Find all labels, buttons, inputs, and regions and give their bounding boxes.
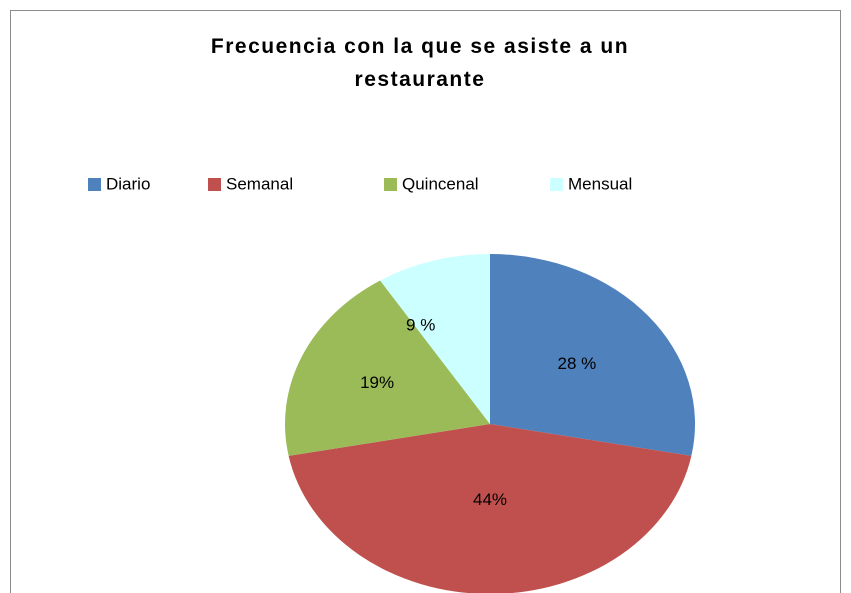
legend-label: Diario xyxy=(106,174,150,193)
chart-title: Frecuencia con la que se asiste a un res… xyxy=(210,35,630,91)
data-label: 44% xyxy=(473,490,507,509)
chart-border xyxy=(10,10,841,593)
data-label: 28 % xyxy=(558,354,597,373)
data-label: 9 % xyxy=(406,316,435,335)
data-label: 19% xyxy=(360,373,394,392)
pie-slice xyxy=(288,424,692,593)
legend-label: Quincenal xyxy=(402,174,479,193)
pie-slice xyxy=(380,254,490,424)
legend-swatch xyxy=(88,178,101,191)
legend-label: Mensual xyxy=(568,174,632,193)
pie-slice xyxy=(490,254,695,456)
legend-swatch xyxy=(208,178,221,191)
legend-label: Semanal xyxy=(226,174,293,193)
legend-swatch xyxy=(550,178,563,191)
pie-slice xyxy=(285,280,490,456)
legend-swatch xyxy=(384,178,397,191)
